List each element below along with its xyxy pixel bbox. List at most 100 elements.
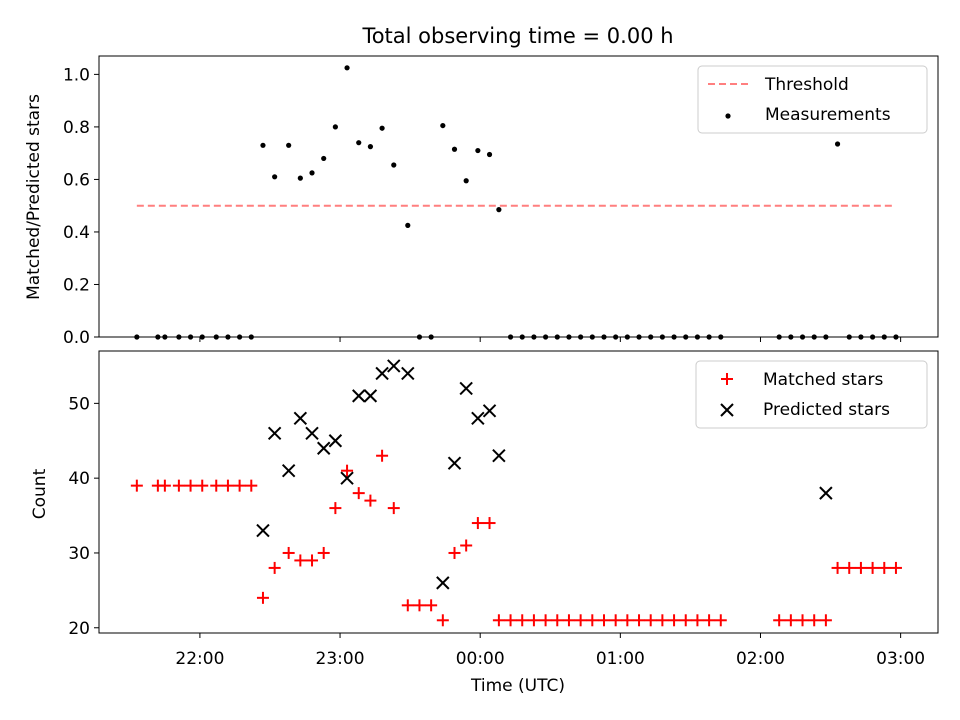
matched-star-point	[539, 614, 552, 627]
matched-star-point	[436, 614, 449, 627]
legend-matched-label: Matched stars	[763, 370, 883, 390]
measurement-point	[332, 124, 338, 130]
matched-star-point	[656, 614, 669, 627]
predicted-star-point	[387, 359, 401, 373]
top-y-tick-label: 0.4	[63, 223, 90, 243]
bottom-y-tick-label: 50	[68, 394, 90, 414]
bottom-legend: Matched stars Predicted stars	[695, 360, 928, 429]
matched-star-point	[413, 599, 426, 612]
bottom-panel: Count Time (UTC) 20 30 40 50 22:00 23:00 00:0…	[30, 350, 939, 696]
matched-star-point	[703, 614, 716, 627]
matched-star-point	[448, 546, 461, 559]
matched-star-point	[633, 614, 646, 627]
matched-star-point	[172, 479, 185, 492]
matched-star-point	[282, 546, 295, 559]
matched-star-point	[492, 614, 505, 627]
bottom-x-tick-label: 22:00	[175, 649, 224, 669]
matched-star-point	[387, 502, 400, 515]
matched-star-point	[256, 591, 269, 604]
predicted-star-point	[471, 411, 485, 426]
legend-predicted-label: Predicted stars	[763, 400, 890, 420]
bottom-y-tick-label: 30	[68, 544, 90, 564]
matched-star-point	[341, 464, 354, 477]
legend-predicted-swatch	[720, 403, 734, 417]
matched-star-point	[158, 479, 171, 492]
measurement-point	[834, 141, 841, 147]
measurement-point	[356, 140, 362, 146]
bottom-x-tick-label: 23:00	[316, 649, 365, 669]
bottom-x-tick-label: 02:00	[736, 649, 785, 669]
predicted-star-point	[352, 389, 366, 403]
measurement-point	[463, 178, 469, 184]
measurement-point	[321, 155, 327, 162]
bottom-plot-marks	[130, 359, 902, 627]
bottom-y-tick-label: 20	[68, 619, 90, 639]
legend-measurements-label: Measurements	[765, 105, 891, 125]
matched-star-point	[221, 479, 234, 492]
top-chart-title: Total observing time = 0.00 h	[361, 24, 673, 48]
legend-threshold-label: Threshold	[764, 75, 849, 95]
predicted-star-point	[492, 449, 506, 463]
bottom-x-axis-label: Time (UTC)	[470, 676, 565, 696]
matched-star-point	[329, 502, 342, 515]
bottom-y-ticks: 20 30 40 50	[68, 394, 99, 639]
matched-star-point	[306, 554, 319, 567]
matched-star-point	[352, 487, 365, 500]
legend-matched-swatch	[721, 373, 733, 385]
matched-star-point	[516, 614, 529, 627]
matched-star-point	[586, 614, 599, 627]
top-legend: Threshold Measurements	[697, 65, 928, 134]
predicted-star-point	[363, 389, 378, 403]
measurement-point	[309, 170, 315, 176]
matched-star-point	[597, 614, 610, 627]
top-legend-box	[697, 65, 928, 134]
measurement-point	[286, 142, 292, 148]
matched-star-point	[196, 479, 209, 492]
predicted-star-point	[340, 471, 354, 485]
bottom-x-ticks: 22:00 23:00 00:00 01:00 02:00 03:00	[175, 633, 925, 669]
measurement-point	[379, 125, 385, 131]
bottom-axes-frame	[98, 350, 939, 634]
measurement-point	[451, 146, 458, 152]
matched-star-point	[808, 614, 821, 627]
measurement-point	[440, 122, 446, 129]
matched-star-point	[866, 561, 879, 574]
matched-star-point	[819, 614, 832, 627]
predicted-star-point	[819, 486, 833, 500]
predicted-star-point	[293, 411, 308, 426]
top-y-tick-label: 0.2	[63, 275, 90, 295]
matched-star-point	[831, 561, 844, 574]
predicted-star-point	[281, 463, 296, 478]
matched-star-point	[527, 614, 540, 627]
top-panel: Total observing time = 0.00 h Matched/Pr…	[24, 24, 939, 348]
predicted-star-point	[316, 441, 331, 455]
predicted-star-point	[436, 576, 450, 590]
matched-star-point	[471, 517, 484, 530]
matched-star-point	[401, 599, 414, 612]
matched-star-point	[364, 494, 377, 507]
matched-star-point	[691, 614, 704, 627]
bottom-legend-box	[695, 360, 928, 429]
matched-star-point	[574, 614, 587, 627]
matched-star-point	[425, 599, 438, 612]
matched-star-point	[714, 614, 727, 627]
matched-star-point	[268, 561, 281, 574]
measurement-point	[486, 151, 493, 158]
matched-star-point	[130, 479, 143, 492]
top-x-ticks	[199, 337, 902, 342]
predicted-star-point	[375, 366, 389, 381]
matched-star-point	[210, 479, 223, 492]
matched-star-point	[504, 614, 517, 627]
top-y-axis-label: Matched/Predicted stars	[24, 94, 44, 300]
matched-star-point	[854, 561, 867, 574]
matched-star-point	[294, 554, 307, 567]
matched-star-point	[679, 614, 692, 627]
matched-star-point	[245, 479, 258, 492]
measurement-point	[367, 144, 374, 150]
measurement-point	[260, 142, 266, 148]
measurement-point	[297, 175, 303, 181]
matched-star-point	[317, 546, 330, 559]
predicted-star-point	[328, 434, 343, 448]
measurement-point	[344, 65, 350, 71]
